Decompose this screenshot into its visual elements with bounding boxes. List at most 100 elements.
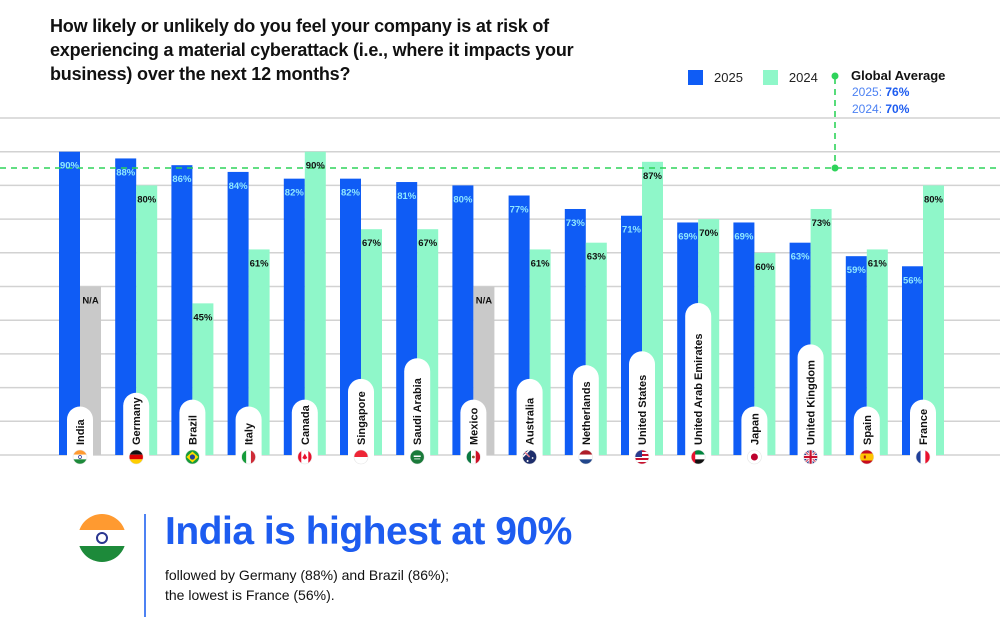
bar-chart: 90% N/A 88% 80% 86% 45% 84% 61% 82% 90% 82% 67% 81% 6… [0,72,1000,471]
australia-flag-icon [522,449,537,465]
bar-italy-2024 [248,249,270,455]
category-pill-germany [123,392,150,471]
value-labels: 90% N/A 88% 80% 86% 45% 84% 61% 82% 90% 82% 67% 81% 6… [60,161,944,324]
global-average-line [0,72,1000,172]
legend-swatch-2025 [688,69,703,85]
category-pill-singapore [348,378,374,471]
bar-label-united-states-2024: 87% [643,171,663,182]
bar-spain-2024 [866,249,888,455]
bar-label-india-2025: 90% [60,161,80,172]
bar-label-singapore-2024: 67% [362,238,382,249]
bar-label-spain-2024: 61% [868,258,888,269]
canada-flag-icon [297,449,313,465]
bar-germany-2025 [115,158,137,455]
bar-label-united-arab-emirates-2025: 69% [678,231,698,242]
legend-item-2024: 2024 [762,69,818,85]
bar-india-2025 [59,151,80,455]
callout-body-line-1: followed by Germany (88%) and Brazil (86… [165,567,450,583]
bar-france-2024 [923,185,944,455]
bar-label-canada-2024: 90% [306,161,326,172]
category-label-saudi-arabia: Saudi Arabia [412,377,424,445]
bar-label-germany-2025: 88% [116,167,136,178]
category-label-japan: Japan [749,413,761,445]
callout-headline: India is highest at 90% [165,510,572,553]
bar-brazil-2025 [171,165,193,455]
bar-germany-2024 [136,185,158,455]
bar-label-united-states-2025: 71% [622,225,642,236]
global-average-title: Global Average [851,68,946,83]
category-labels: India Germany Brazil Italy Canada Singapore Sa… [67,303,936,471]
legend-label-2025: 2025 [714,69,743,85]
india-flag-icon [78,514,126,562]
global-average-dot [831,164,839,172]
bar-spain-2025 [845,256,867,455]
category-pill-united-states [629,351,655,471]
legend-swatch-2024 [762,69,778,85]
category-label-germany: Germany [131,396,143,445]
bar-mexico-2025 [452,185,474,455]
chart-title: How likely or unlikely do you feel your … [50,16,574,84]
bar-label-spain-2025: 59% [847,265,867,276]
global-average-legend: Global Average 2025: 76% 2024: 70% [851,68,945,118]
callout-body-line-2: the lowest is France (56%). [165,587,335,603]
bar-label-japan-2024: 60% [755,262,775,273]
united-kingdom-flag-icon [803,449,818,465]
bar-label-brazil-2024: 45% [193,312,213,323]
bar-label-italy-2025: 84% [229,181,249,192]
bar-label-netherlands-2025: 73% [566,218,586,229]
france-flag-icon [915,449,931,465]
category-label-australia: Australia [525,397,537,445]
saudi-arabia-flag-icon [409,449,425,465]
bar-label-netherlands-2024: 63% [587,252,607,263]
mexico-flag-icon [466,449,481,465]
bar-japan-2025 [733,222,755,455]
united-states-flag-icon [634,449,650,465]
bar-label-australia-2024: 61% [531,258,551,269]
bar-label-france-2024: 80% [924,194,944,205]
global-average-2025: 2025: 76% [851,84,945,101]
bar-canada-2024 [304,151,326,455]
bar-label-singapore-2025: 82% [341,188,361,199]
global-average-2024-value: 70% [885,102,910,116]
uae-flag-icon [690,449,706,465]
bar-label-italy-2024: 61% [250,258,270,269]
global-average-2024: 2024: 70% [851,101,945,118]
category-pill-australia [516,378,543,471]
bar-italy-2025 [227,171,249,456]
netherlands-flag-icon [578,449,594,465]
bar-label-united-kingdom-2025: 63% [791,252,811,263]
legend-item-2025: 2025 [688,69,743,85]
category-pill-mexico [460,399,487,471]
category-label-netherlands: Netherlands [581,381,593,445]
global-average-dot-top [831,72,839,80]
bar-label-saudi-arabia-2025: 81% [397,191,417,202]
bar-label-japan-2025: 69% [734,231,754,242]
legend: 2025 2024 [688,68,838,86]
category-label-india: India [75,418,87,445]
bar-japan-2024 [754,252,776,455]
category-pill-netherlands [572,365,599,471]
global-average-2025-label: 2025: [852,85,883,99]
bar-canada-2025 [283,178,305,455]
category-label-mexico: Mexico [468,407,480,445]
category-label-spain: Spain [862,415,874,445]
category-pill-france [910,399,936,471]
japan-flag-icon [747,449,762,465]
category-label-brazil: Brazil [187,415,199,445]
global-average-2024-label: 2024: [852,102,883,116]
category-pill-united-arab-emirates [685,303,712,471]
category-label-united-arab-emirates: United Arab Emirates [693,334,705,445]
italy-flag-icon [241,449,256,465]
bar-label-mexico-2025: 80% [453,194,473,205]
germany-flag-icon [128,449,144,465]
bar-label-canada-2025: 82% [285,188,305,199]
callout-body: followed by Germany (88%) and Brazil (86… [165,565,449,605]
bar-label-india-2024: N/A [82,296,99,307]
brazil-flag-icon [185,449,200,465]
bar-label-australia-2025: 77% [510,205,530,216]
india-flag-icon [72,449,88,465]
category-label-italy: Italy [244,422,256,445]
bar-label-mexico-2024: N/A [476,296,493,307]
bar-label-france-2025: 56% [903,275,923,286]
bar-label-germany-2024: 80% [137,194,157,205]
